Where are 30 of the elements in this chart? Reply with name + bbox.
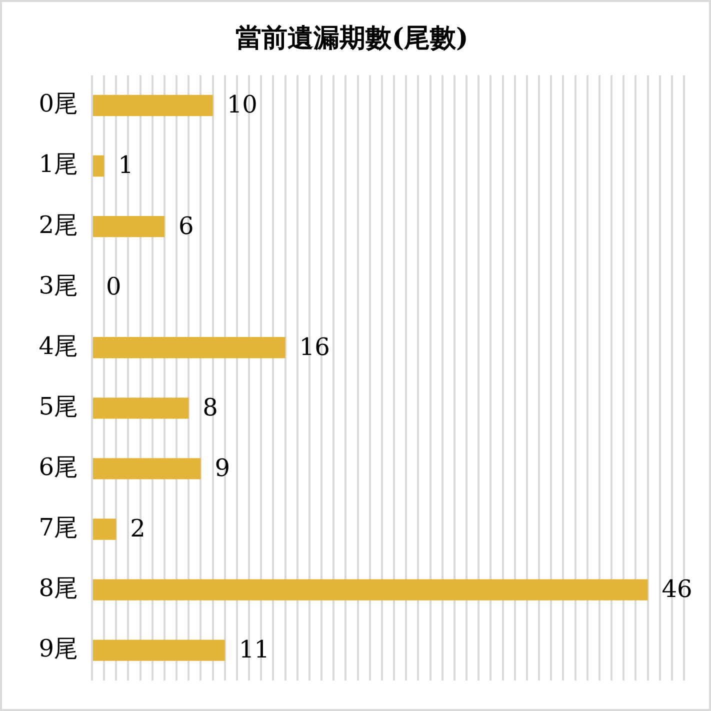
bar bbox=[93, 518, 116, 540]
y-tick-label: 3尾 bbox=[38, 271, 78, 300]
bar bbox=[93, 458, 201, 480]
data-label: 1 bbox=[118, 151, 134, 180]
y-tick-label: 2尾 bbox=[38, 210, 78, 239]
y-tick-label: 0尾 bbox=[38, 90, 78, 118]
bar bbox=[93, 337, 286, 358]
bar bbox=[93, 398, 189, 419]
data-label: 9 bbox=[214, 454, 230, 482]
y-tick-label: 4尾 bbox=[38, 332, 78, 360]
y-tick-label: 1尾 bbox=[38, 150, 78, 178]
bar bbox=[93, 640, 225, 661]
y-tick-label: 5尾 bbox=[38, 392, 78, 420]
data-label: 16 bbox=[299, 332, 330, 361]
bar bbox=[93, 579, 648, 600]
data-label: 46 bbox=[662, 575, 692, 604]
data-label: 2 bbox=[130, 514, 146, 542]
data-label: 0 bbox=[106, 272, 122, 300]
bar bbox=[93, 216, 164, 238]
bar bbox=[93, 94, 213, 116]
chart-title: 當前遺漏期數(尾數) bbox=[236, 23, 468, 54]
bar bbox=[93, 155, 104, 177]
data-label: 11 bbox=[238, 636, 270, 664]
data-label: 10 bbox=[226, 90, 258, 119]
data-label: 6 bbox=[178, 212, 194, 240]
y-tick-label: 8尾 bbox=[38, 574, 78, 602]
data-label: 8 bbox=[202, 393, 218, 422]
y-tick-label: 7尾 bbox=[38, 513, 78, 542]
y-tick-label: 9尾 bbox=[38, 634, 78, 663]
y-tick-label: 6尾 bbox=[38, 452, 78, 481]
